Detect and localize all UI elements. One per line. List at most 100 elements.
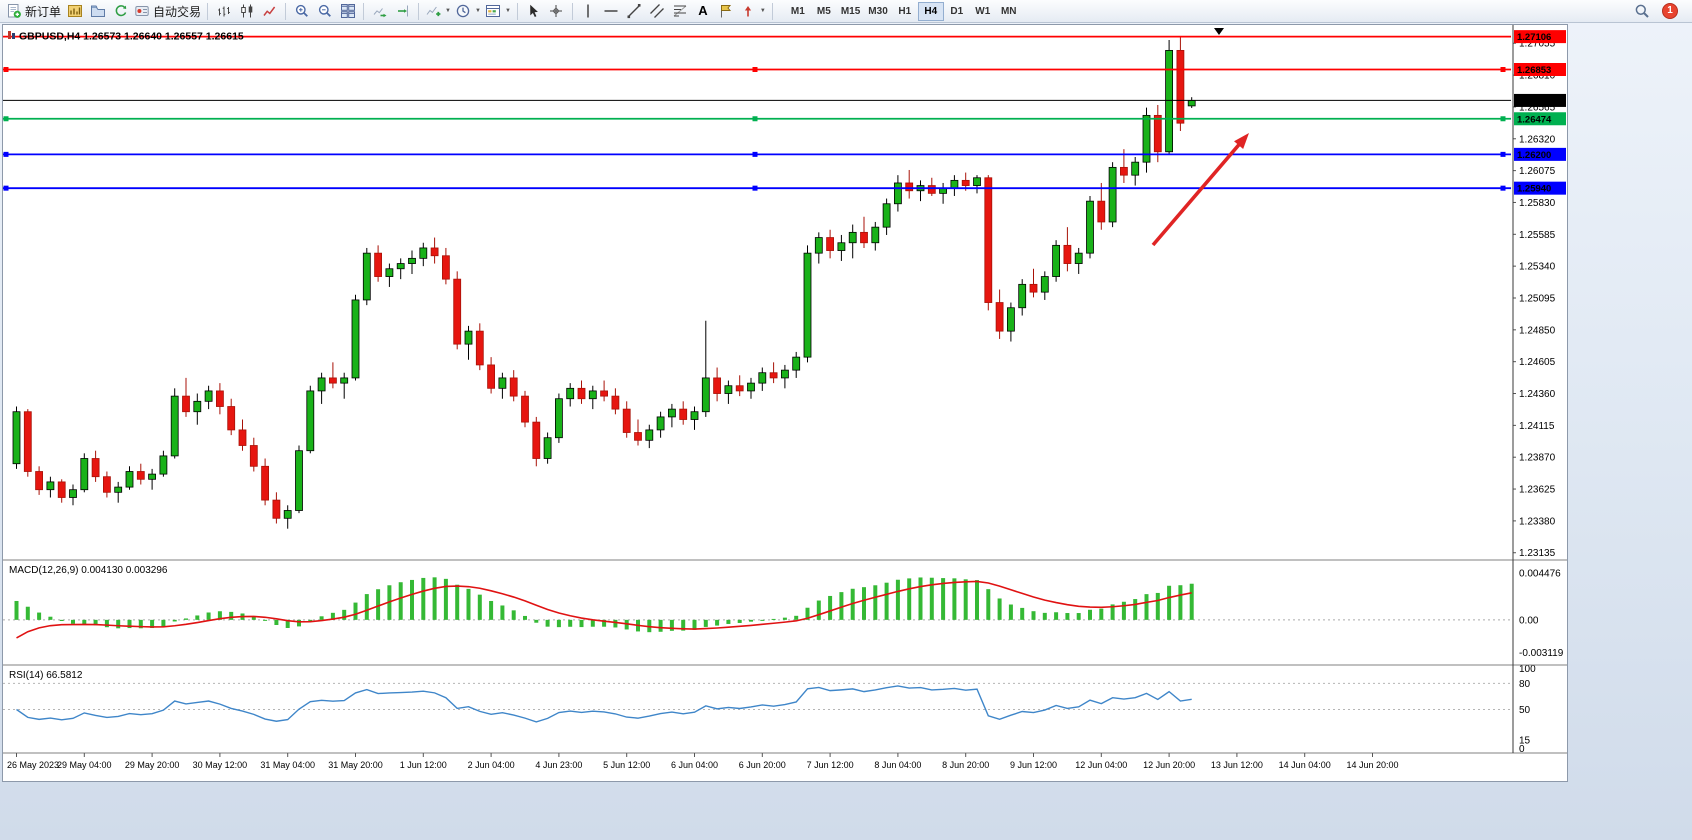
trendline-button[interactable] bbox=[623, 1, 646, 21]
template-icon bbox=[485, 5, 500, 17]
equidistant-channel-button[interactable] bbox=[646, 1, 669, 21]
line-handle[interactable] bbox=[1500, 185, 1506, 191]
rsi-pane: RSI(14) 66.5812 100 80 50 150 bbox=[3, 664, 1536, 755]
toolbar-separator bbox=[571, 2, 573, 20]
line-handle[interactable] bbox=[752, 116, 758, 122]
timeframe-button-m1[interactable]: M1 bbox=[785, 2, 811, 21]
timeframe-button-h1[interactable]: H1 bbox=[892, 2, 918, 21]
search-button[interactable] bbox=[1630, 1, 1653, 21]
toolbar-separator bbox=[516, 2, 518, 20]
auto-scroll-button[interactable] bbox=[368, 1, 391, 21]
crosshair-button[interactable] bbox=[545, 1, 568, 21]
auto-trading-label: 自动交易 bbox=[153, 4, 202, 19]
vertical-line-button[interactable] bbox=[577, 1, 600, 21]
refresh-button[interactable] bbox=[109, 1, 132, 21]
profiles-icon bbox=[90, 5, 105, 17]
price-line-1.26474[interactable]: 1.26474 bbox=[3, 112, 1566, 126]
trend-arrow[interactable] bbox=[1151, 133, 1249, 247]
line-handle[interactable] bbox=[752, 151, 758, 157]
chart-title-group: GBPUSD,H4 1.26573 1.26640 1.26557 1.2661… bbox=[8, 31, 244, 43]
line-handle[interactable] bbox=[3, 67, 9, 73]
vertical-line-icon bbox=[587, 4, 590, 18]
price-line-1.26853[interactable]: 1.26853 bbox=[3, 63, 1566, 77]
search-icon bbox=[1635, 4, 1649, 18]
price-line-1.25940[interactable]: 1.25940 bbox=[3, 181, 1566, 195]
notification-badge[interactable]: 1 bbox=[1662, 3, 1678, 19]
zoom-in-button[interactable] bbox=[290, 1, 313, 21]
chart-window[interactable]: 1.27055 1.26810 1.26565 1.26320 1.26075 1.258… bbox=[2, 24, 1568, 782]
tile-windows-button[interactable] bbox=[336, 1, 359, 21]
text-label-button[interactable] bbox=[715, 1, 738, 21]
zoom-out-button[interactable] bbox=[313, 1, 336, 21]
trendline-icon bbox=[627, 4, 641, 19]
toolbar-right-cluster: 1 bbox=[1630, 1, 1684, 21]
svg-text:1.26200: 1.26200 bbox=[1517, 150, 1551, 161]
new-chart-button[interactable] bbox=[63, 1, 86, 21]
zoom-in-icon bbox=[295, 4, 308, 17]
line-chart-button[interactable] bbox=[258, 1, 281, 21]
svg-text:14 Jun 20:00: 14 Jun 20:00 bbox=[1346, 760, 1398, 770]
line-handle[interactable] bbox=[1500, 116, 1506, 122]
profiles-button[interactable] bbox=[86, 1, 109, 21]
symbol-icon bbox=[8, 31, 11, 39]
line-handle[interactable] bbox=[3, 116, 9, 122]
chart-canvas: 1.27055 1.26810 1.26565 1.26320 1.26075 1.258… bbox=[3, 25, 1567, 781]
timeframe-button-m5[interactable]: M5 bbox=[811, 2, 837, 21]
auto-trading-button[interactable]: 自动交易 bbox=[132, 1, 203, 21]
timeframe-toolbar: M1 M5 M15 M30 H1 H4 D1 W1 MN bbox=[785, 1, 1022, 21]
svg-text:1.24605: 1.24605 bbox=[1519, 357, 1556, 368]
timeframe-button-h4[interactable]: H4 bbox=[917, 1, 944, 21]
main-toolbar: 新订单 自动交易 bbox=[0, 0, 1692, 23]
price-tag-1.25940 bbox=[1514, 181, 1566, 195]
svg-text:1.27055: 1.27055 bbox=[1519, 39, 1556, 50]
fibonacci-button[interactable] bbox=[669, 1, 692, 21]
clock-icon bbox=[456, 4, 470, 18]
periods-button[interactable]: ▼ bbox=[453, 1, 483, 21]
line-handle[interactable] bbox=[3, 151, 9, 157]
chart-shift-button[interactable] bbox=[391, 1, 414, 21]
macd-label: MACD(12,26,9) 0.004130 0.003296 bbox=[9, 565, 168, 576]
indicators-button[interactable]: ▼ bbox=[423, 1, 453, 21]
line-handle[interactable] bbox=[752, 185, 758, 191]
price-line-1.27106[interactable]: 1.27106 bbox=[3, 30, 1566, 44]
svg-text:1.26615: 1.26615 bbox=[1517, 96, 1552, 107]
svg-text:1.24850: 1.24850 bbox=[1519, 325, 1556, 336]
svg-text:1.25340: 1.25340 bbox=[1519, 262, 1556, 273]
text-button[interactable]: A bbox=[692, 1, 715, 21]
line-chart-icon bbox=[262, 6, 275, 16]
svg-text:29 May 20:00: 29 May 20:00 bbox=[125, 760, 180, 770]
bar-chart-button[interactable] bbox=[212, 1, 235, 21]
chart-background bbox=[3, 25, 1567, 781]
timeframe-button-m15[interactable]: M15 bbox=[837, 2, 864, 21]
zoom-out-icon bbox=[318, 4, 331, 17]
price-line-1.26200[interactable]: 1.26200 bbox=[3, 147, 1566, 161]
line-handle[interactable] bbox=[3, 185, 9, 191]
svg-text:1.27106: 1.27106 bbox=[1517, 32, 1551, 43]
svg-text:14 Jun 04:00: 14 Jun 04:00 bbox=[1279, 760, 1331, 770]
templates-button[interactable]: ▼ bbox=[483, 1, 513, 21]
rsi-line bbox=[16, 685, 1192, 723]
timeframe-button-mn[interactable]: MN bbox=[996, 2, 1022, 21]
arrows-button[interactable]: ▼ bbox=[738, 1, 768, 21]
line-handle[interactable] bbox=[752, 67, 758, 73]
candlestick-chart-button[interactable] bbox=[235, 1, 258, 21]
svg-text:31 May 04:00: 31 May 04:00 bbox=[260, 760, 315, 770]
timeframe-button-w1[interactable]: W1 bbox=[970, 2, 996, 21]
line-handle[interactable] bbox=[1500, 67, 1506, 73]
svg-text:100: 100 bbox=[1519, 664, 1536, 675]
new-order-button[interactable]: 新订单 bbox=[4, 1, 63, 21]
timeframe-button-m30[interactable]: M30 bbox=[864, 2, 891, 21]
line-handle[interactable] bbox=[1500, 151, 1506, 157]
cursor-button[interactable] bbox=[522, 1, 545, 21]
svg-text:4 Jun 23:00: 4 Jun 23:00 bbox=[535, 760, 582, 770]
price-line-1.26615[interactable]: 1.26615 bbox=[3, 93, 1566, 107]
arrow-object-icon bbox=[744, 6, 751, 17]
horizontal-line-button[interactable] bbox=[600, 1, 623, 21]
auto-trading-icon bbox=[135, 6, 149, 16]
candlestick-series bbox=[12, 36, 1196, 529]
dropdown-caret: ▼ bbox=[759, 8, 766, 14]
svg-text:29 May 04:00: 29 May 04:00 bbox=[57, 760, 112, 770]
chart-shift-icon bbox=[397, 5, 408, 17]
timeframe-button-d1[interactable]: D1 bbox=[944, 2, 970, 21]
